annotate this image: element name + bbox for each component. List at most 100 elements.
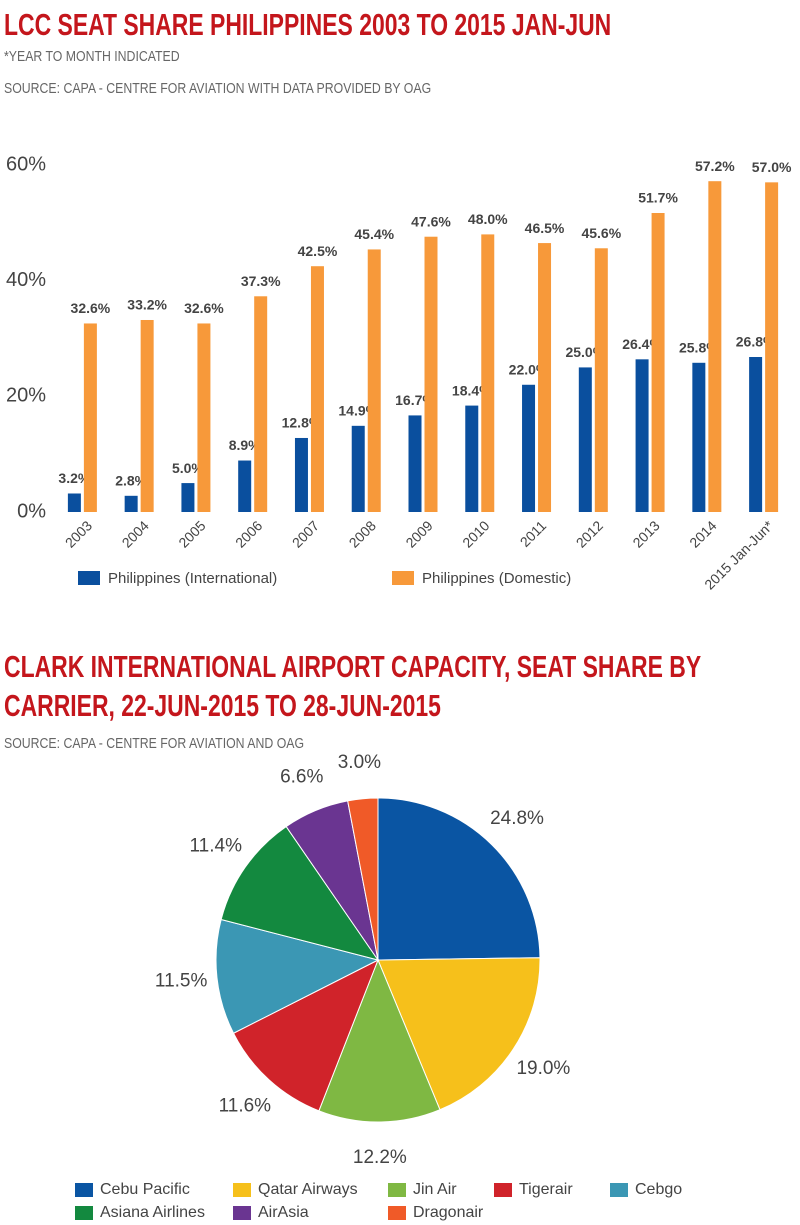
pie-slice <box>347 797 379 961</box>
bar <box>538 243 552 512</box>
chart-source: SOURCE: CAPA - CENTRE FOR AVIATION WITH … <box>4 80 432 97</box>
x-tick-label: 2003 <box>62 517 95 550</box>
bar <box>238 460 252 512</box>
x-tick-label: 2009 <box>402 517 435 550</box>
bar <box>708 181 722 512</box>
legend-label: Jin Air <box>413 1181 457 1198</box>
data-label: 46.5% <box>525 220 565 236</box>
bar <box>181 483 195 512</box>
data-label: 51.7% <box>638 190 678 206</box>
bar <box>67 493 81 512</box>
chart-title: CLARK INTERNATIONAL AIRPORT CAPACITY, SE… <box>4 649 701 723</box>
legend-swatch <box>610 1183 628 1197</box>
pie-slice <box>220 825 380 961</box>
data-label: 42.5% <box>298 243 338 259</box>
y-tick-label: 20% <box>6 385 46 407</box>
legend-label: AirAsia <box>258 1204 309 1221</box>
data-label: 3.0% <box>338 752 381 773</box>
pie-slice <box>215 918 380 1034</box>
pie-slice <box>377 957 541 1111</box>
legend-swatch <box>392 571 414 585</box>
data-label: 2.8% <box>115 473 147 489</box>
bar <box>594 248 608 512</box>
bar <box>294 437 308 512</box>
x-tick-label: 2004 <box>119 517 152 550</box>
x-tick-label: 2005 <box>175 517 208 550</box>
y-tick-label: 40% <box>6 269 46 291</box>
data-label: 6.6% <box>280 766 323 787</box>
bar <box>692 362 706 512</box>
legend-swatch <box>78 571 100 585</box>
bar <box>635 359 649 512</box>
legend-swatch <box>388 1183 406 1197</box>
bar <box>140 319 154 512</box>
y-tick-label: 60% <box>6 153 46 175</box>
x-tick-label: 2007 <box>289 517 322 550</box>
x-tick-label: 2014 <box>686 517 719 550</box>
data-label: 48.0% <box>468 211 508 227</box>
data-label: 11.6% <box>219 1096 272 1117</box>
chart-source: SOURCE: CAPA - CENTRE FOR AVIATION AND O… <box>4 735 305 752</box>
bar <box>749 357 763 512</box>
data-label: 8.9% <box>229 437 261 453</box>
data-label: 12.2% <box>353 1147 407 1168</box>
legend-label: Philippines (International) <box>108 570 277 587</box>
bar <box>424 236 438 513</box>
bar <box>367 249 381 513</box>
bar <box>124 495 138 512</box>
data-label: 11.4% <box>190 836 243 857</box>
legend-label: Philippines (Domestic) <box>422 570 571 587</box>
legend-swatch <box>75 1183 93 1197</box>
legend-swatch <box>233 1183 251 1197</box>
legend-swatch <box>75 1206 93 1220</box>
data-label: 33.2% <box>127 297 167 313</box>
chart-subtitle: *YEAR TO MONTH INDICATED <box>4 48 180 65</box>
x-tick-label: 2012 <box>573 517 606 550</box>
data-label: 19.0% <box>516 1058 570 1079</box>
bar <box>408 415 422 512</box>
data-label: 57.0% <box>752 159 792 175</box>
data-label: 11.5% <box>155 970 208 991</box>
bar <box>465 405 479 512</box>
y-tick-label: 0% <box>17 500 46 522</box>
data-label: 45.6% <box>581 225 621 241</box>
legend-label: Dragonair <box>413 1204 484 1221</box>
bar <box>765 182 779 512</box>
data-label: 47.6% <box>411 213 451 229</box>
legend-label: Tigerair <box>519 1181 573 1198</box>
data-label: 32.6% <box>71 300 111 316</box>
bar <box>481 234 495 512</box>
chart-title: LCC SEAT SHARE PHILIPPINES 2003 TO 2015 … <box>4 7 612 42</box>
pie-slice <box>377 797 541 961</box>
bar <box>197 323 211 512</box>
legend-swatch <box>388 1206 406 1220</box>
x-tick-label: 2010 <box>459 517 492 550</box>
x-tick-label: 2011 <box>517 517 550 550</box>
data-label: 3.2% <box>58 470 90 486</box>
bar <box>254 296 268 512</box>
data-label: 57.2% <box>695 158 735 174</box>
legend-swatch <box>233 1206 251 1220</box>
bar <box>651 213 665 513</box>
bar <box>83 323 97 512</box>
bar <box>522 384 536 512</box>
x-tick-label: 2008 <box>346 517 379 550</box>
data-label: 37.3% <box>241 273 281 289</box>
legend-label: Cebgo <box>635 1181 682 1198</box>
legend-label: Asiana Airlines <box>100 1204 205 1221</box>
legend-label: Cebu Pacific <box>100 1181 190 1198</box>
data-label: 45.4% <box>354 226 394 242</box>
legend-swatch <box>494 1183 512 1197</box>
data-label: 5.0% <box>172 460 204 476</box>
bar <box>578 367 592 512</box>
x-tick-label: 2013 <box>629 517 662 550</box>
x-tick-label: 2006 <box>232 517 265 550</box>
bar <box>351 425 365 512</box>
bar <box>310 266 324 512</box>
data-label: 24.8% <box>490 808 544 829</box>
legend-label: Qatar Airways <box>258 1181 358 1198</box>
pie-slice <box>318 958 441 1123</box>
pie-slice <box>232 958 379 1112</box>
